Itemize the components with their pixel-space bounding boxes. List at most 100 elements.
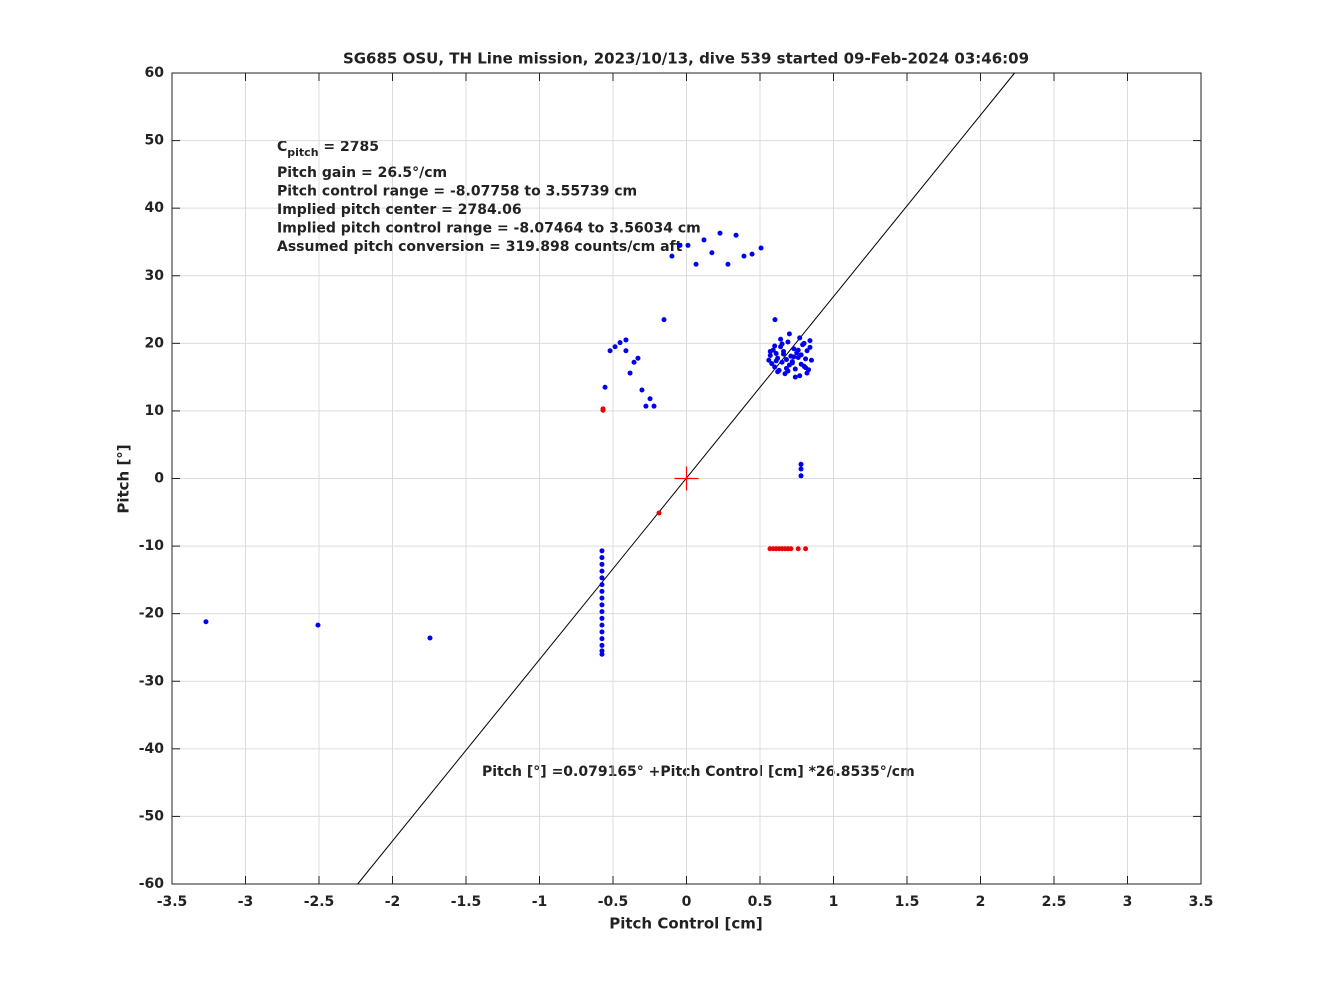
point — [623, 337, 629, 343]
point — [797, 335, 803, 341]
point — [769, 361, 775, 367]
point — [786, 331, 792, 337]
point — [599, 595, 605, 601]
point — [792, 366, 798, 372]
point — [685, 242, 691, 248]
point — [781, 351, 787, 357]
point — [661, 317, 667, 323]
point — [758, 245, 764, 251]
point — [797, 373, 803, 379]
point — [599, 636, 605, 642]
point — [599, 622, 605, 628]
point — [599, 555, 605, 561]
point — [599, 609, 605, 615]
point — [798, 466, 804, 472]
plot-frame — [171, 72, 1202, 885]
x-tick-label: 2.5 — [1042, 894, 1067, 910]
x-tick-label: -2.5 — [304, 894, 335, 910]
point — [607, 348, 613, 354]
point — [804, 348, 810, 354]
x-tick-label: -0.5 — [598, 894, 629, 910]
point — [807, 344, 813, 350]
point — [599, 615, 605, 621]
point — [315, 622, 321, 628]
point — [651, 403, 657, 409]
point — [599, 575, 605, 581]
point — [779, 341, 785, 347]
point — [798, 352, 804, 358]
y-tick-label: -20 — [139, 606, 165, 622]
y-tick-label: 30 — [145, 268, 165, 284]
point — [798, 461, 804, 467]
point — [203, 619, 209, 625]
cpitch-label: Cpitch = 2785 — [277, 139, 379, 159]
point — [599, 561, 605, 567]
x-tick-label: 3.5 — [1189, 894, 1214, 910]
x-tick-label: 0 — [682, 894, 692, 910]
point — [773, 350, 779, 356]
point — [725, 261, 731, 267]
point — [617, 340, 623, 346]
center-marker — [674, 466, 699, 491]
point — [767, 352, 773, 358]
y-tick-label: 0 — [154, 471, 164, 487]
point — [599, 582, 605, 588]
point — [599, 642, 605, 648]
point — [717, 230, 723, 236]
y-tick-label: -50 — [139, 808, 165, 824]
point — [775, 369, 781, 375]
y-tick-label: -40 — [139, 741, 165, 757]
point — [709, 250, 715, 256]
cpitch-subscript: pitch — [287, 146, 318, 159]
y-tick-label: 20 — [145, 335, 165, 351]
point — [783, 357, 789, 363]
point — [599, 602, 605, 608]
point — [785, 339, 791, 345]
point — [599, 568, 605, 574]
point — [733, 232, 739, 238]
point — [600, 406, 606, 412]
point — [779, 359, 785, 365]
x-tick-label: -3 — [238, 894, 254, 910]
point — [795, 347, 801, 353]
y-tick-label: -30 — [139, 673, 165, 689]
x-tick-label: 2 — [976, 894, 986, 910]
point — [631, 359, 637, 365]
y-tick-label: 10 — [145, 403, 165, 419]
point — [791, 346, 797, 352]
point — [772, 364, 778, 370]
annotation: Assumed pitch conversion = 319.898 count… — [277, 239, 683, 255]
point — [772, 343, 778, 349]
point — [749, 251, 755, 257]
point — [741, 253, 747, 259]
y-axis-label: Pitch [°] — [115, 444, 133, 513]
point — [599, 548, 605, 554]
x-tick-label: -1 — [532, 894, 548, 910]
y-tick-label: -60 — [139, 876, 165, 892]
y-tick-label: 40 — [145, 200, 165, 216]
point — [647, 396, 653, 402]
point — [701, 237, 707, 243]
point — [798, 473, 804, 479]
point — [766, 357, 772, 363]
point — [639, 387, 645, 393]
point — [798, 361, 804, 367]
annotation: Implied pitch control range = -8.07464 t… — [277, 221, 701, 237]
y-tick-label: 50 — [145, 133, 165, 149]
point — [795, 546, 801, 552]
point — [804, 370, 810, 376]
point — [599, 588, 605, 594]
point — [643, 403, 649, 409]
y-tick-label: -10 — [139, 538, 165, 554]
point — [803, 365, 809, 371]
point — [788, 546, 794, 552]
point — [635, 355, 641, 361]
annotation: Pitch control range = -8.07758 to 3.5573… — [277, 184, 637, 200]
point — [427, 635, 433, 641]
x-axis-label: Pitch Control [cm] — [609, 915, 763, 933]
point — [789, 360, 795, 366]
chart-title: SG685 OSU, TH Line mission, 2023/10/13, … — [343, 50, 1029, 68]
y-tick-label: 60 — [145, 65, 165, 81]
point — [801, 340, 807, 346]
